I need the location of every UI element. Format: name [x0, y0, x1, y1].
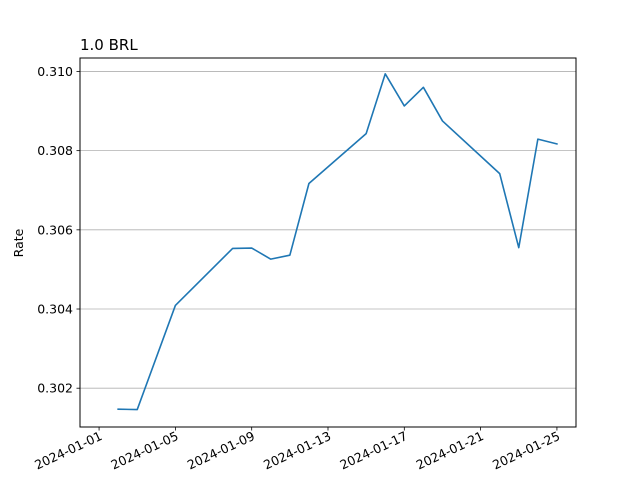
y-axis-title: Rate: [11, 228, 26, 257]
grid-lines: [80, 71, 576, 389]
y-tick-label: 0.310: [37, 64, 73, 79]
y-axis: 0.302 0.304 0.306 0.308 0.310: [37, 64, 80, 396]
series-layer: [117, 73, 558, 411]
y-tick-label: 0.306: [37, 222, 73, 237]
y-tick-label: 0.302: [37, 381, 73, 396]
chart-title: 1.0 BRL: [80, 36, 138, 54]
y-tick-label: 0.304: [37, 302, 73, 317]
series-line: [117, 73, 558, 411]
y-tick-label: 0.308: [37, 143, 73, 158]
